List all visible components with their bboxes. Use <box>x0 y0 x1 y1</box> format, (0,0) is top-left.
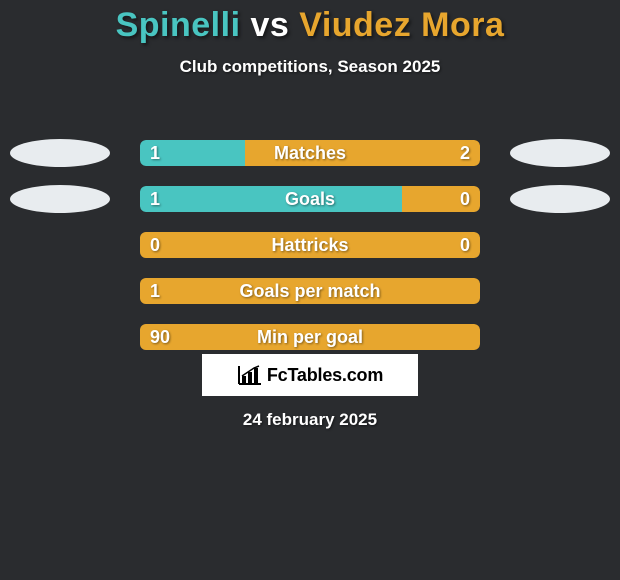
stat-left-value: 90 <box>150 324 170 350</box>
stat-label: Matches <box>140 140 480 166</box>
stat-left-value: 1 <box>150 278 160 304</box>
stat-row: Matches1 2 <box>0 138 620 168</box>
stat-left-value: 1 <box>150 186 160 212</box>
player2-marker <box>510 185 610 213</box>
stat-left-value: 1 <box>150 140 160 166</box>
stat-row: Goals1 0 <box>0 184 620 214</box>
stat-row: Min per goal90 <box>0 322 620 352</box>
vs-word: vs <box>241 6 300 44</box>
player2-name: Viudez Mora <box>299 6 504 44</box>
subtitle: Club competitions, Season 2025 <box>0 57 620 77</box>
date-label: 24 february 2025 <box>0 410 620 430</box>
stat-right-value: 0 <box>460 232 470 258</box>
stat-left-value: 0 <box>150 232 160 258</box>
stat-bar: Matches1 2 <box>140 140 480 166</box>
player1-name: Spinelli <box>116 6 241 44</box>
source-badge: FcTables.com <box>202 354 418 396</box>
bar-chart-icon <box>237 364 263 386</box>
source-badge-inner: FcTables.com <box>237 364 383 386</box>
player2-marker <box>510 139 610 167</box>
source-badge-text: FcTables.com <box>267 365 383 386</box>
stat-label: Hattricks <box>140 232 480 258</box>
stat-bar: Goals1 0 <box>140 186 480 212</box>
stat-label: Min per goal <box>140 324 480 350</box>
stat-row: Hattricks0 0 <box>0 230 620 260</box>
stat-bar: Goals per match1 <box>140 278 480 304</box>
player1-marker <box>10 139 110 167</box>
stat-bar: Hattricks0 0 <box>140 232 480 258</box>
stat-label: Goals per match <box>140 278 480 304</box>
stat-right-value: 2 <box>460 140 470 166</box>
stat-bar: Min per goal90 <box>140 324 480 350</box>
comparison-infographic: Spinelli vs Viudez Mora Club competition… <box>0 0 620 580</box>
stat-label: Goals <box>140 186 480 212</box>
page-title: Spinelli vs Viudez Mora <box>0 6 620 45</box>
stat-right-value: 0 <box>460 186 470 212</box>
stat-row: Goals per match1 <box>0 276 620 306</box>
player1-marker <box>10 185 110 213</box>
